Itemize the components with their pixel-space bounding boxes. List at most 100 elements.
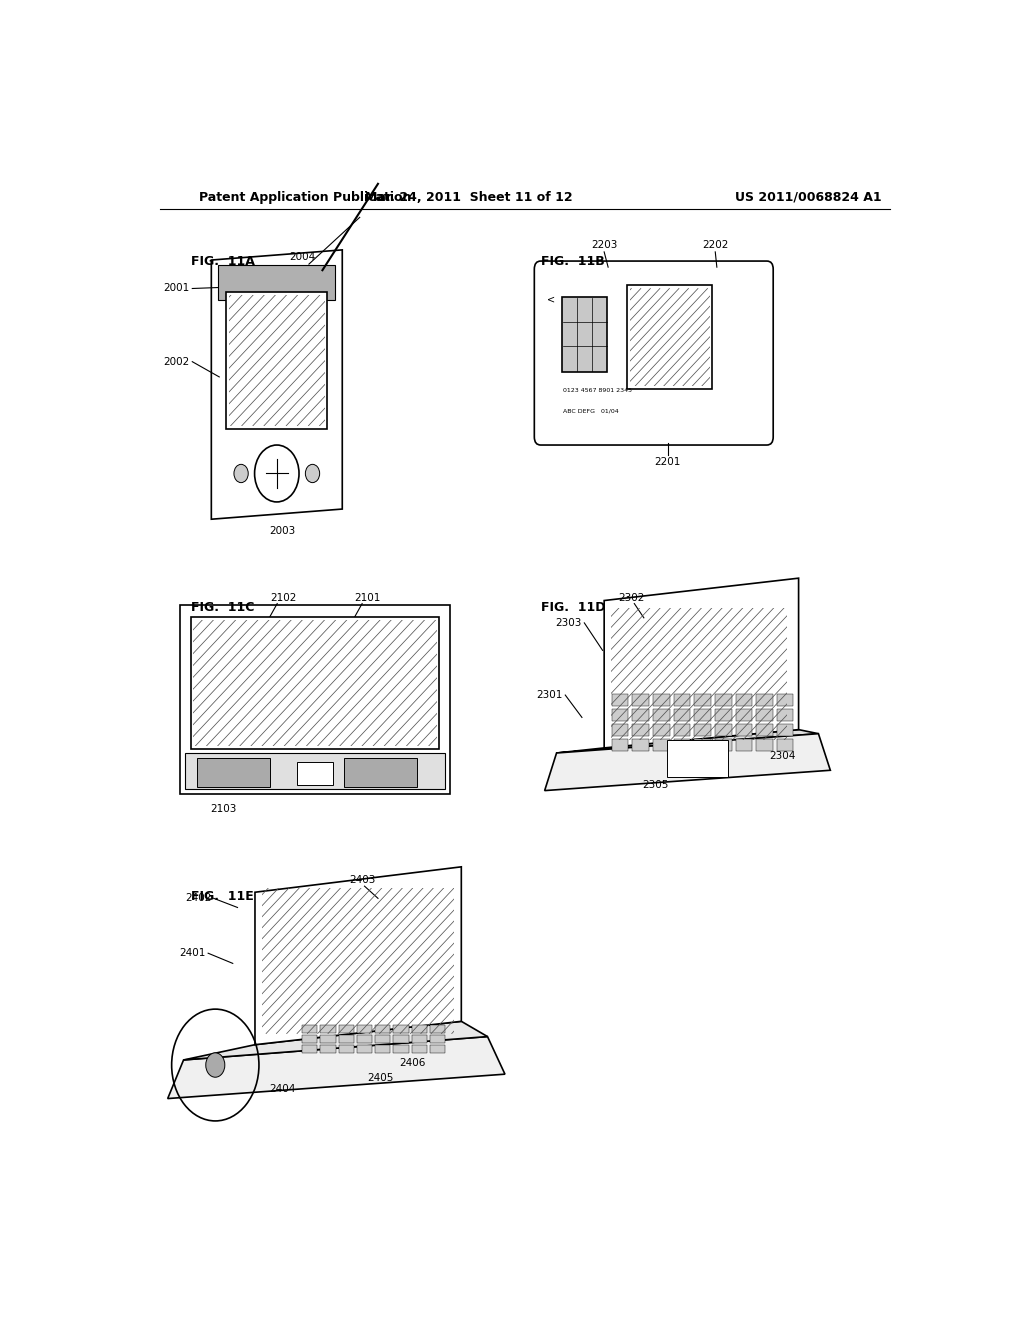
FancyBboxPatch shape: [777, 709, 794, 721]
FancyBboxPatch shape: [357, 1024, 372, 1034]
FancyBboxPatch shape: [611, 739, 629, 751]
Text: FIG.  11C: FIG. 11C: [191, 601, 255, 614]
Polygon shape: [211, 249, 342, 519]
Polygon shape: [183, 1022, 487, 1060]
FancyBboxPatch shape: [674, 739, 690, 751]
FancyBboxPatch shape: [535, 261, 773, 445]
FancyBboxPatch shape: [375, 1024, 390, 1034]
Text: 2203: 2203: [591, 240, 617, 249]
Text: 2002: 2002: [164, 356, 189, 367]
FancyBboxPatch shape: [344, 758, 417, 787]
FancyBboxPatch shape: [185, 752, 444, 788]
FancyBboxPatch shape: [430, 1045, 445, 1053]
Polygon shape: [168, 1036, 505, 1098]
FancyBboxPatch shape: [339, 1035, 353, 1043]
FancyBboxPatch shape: [633, 739, 649, 751]
FancyBboxPatch shape: [611, 725, 629, 737]
FancyBboxPatch shape: [777, 739, 794, 751]
FancyBboxPatch shape: [653, 709, 670, 721]
FancyBboxPatch shape: [715, 739, 731, 751]
FancyBboxPatch shape: [694, 739, 711, 751]
FancyBboxPatch shape: [197, 758, 270, 787]
FancyBboxPatch shape: [412, 1035, 427, 1043]
FancyBboxPatch shape: [777, 725, 794, 737]
FancyBboxPatch shape: [611, 693, 629, 706]
FancyBboxPatch shape: [393, 1024, 409, 1034]
FancyBboxPatch shape: [321, 1045, 336, 1053]
FancyBboxPatch shape: [430, 1024, 445, 1034]
FancyBboxPatch shape: [715, 725, 731, 737]
FancyBboxPatch shape: [218, 265, 335, 300]
FancyBboxPatch shape: [357, 1045, 372, 1053]
FancyBboxPatch shape: [393, 1045, 409, 1053]
Text: 2301: 2301: [537, 690, 563, 700]
FancyBboxPatch shape: [412, 1024, 427, 1034]
FancyBboxPatch shape: [430, 1035, 445, 1043]
FancyBboxPatch shape: [302, 1045, 317, 1053]
Polygon shape: [557, 730, 818, 752]
FancyBboxPatch shape: [375, 1035, 390, 1043]
FancyBboxPatch shape: [179, 605, 451, 793]
Text: 2405: 2405: [368, 1073, 393, 1084]
Text: 2304: 2304: [769, 751, 796, 762]
FancyBboxPatch shape: [674, 725, 690, 737]
FancyBboxPatch shape: [375, 1045, 390, 1053]
Text: 2406: 2406: [399, 1057, 426, 1068]
FancyBboxPatch shape: [627, 285, 712, 389]
FancyBboxPatch shape: [694, 693, 711, 706]
FancyBboxPatch shape: [393, 1035, 409, 1043]
Text: Mar. 24, 2011  Sheet 11 of 12: Mar. 24, 2011 Sheet 11 of 12: [366, 191, 573, 203]
FancyBboxPatch shape: [302, 1035, 317, 1043]
FancyBboxPatch shape: [674, 709, 690, 721]
FancyBboxPatch shape: [667, 739, 728, 777]
Text: 2004: 2004: [290, 252, 315, 263]
Text: FIG.  11E: FIG. 11E: [191, 890, 254, 903]
Text: US 2011/0068824 A1: US 2011/0068824 A1: [735, 191, 882, 203]
Circle shape: [233, 465, 248, 483]
Text: Patent Application Publication: Patent Application Publication: [200, 191, 412, 203]
FancyBboxPatch shape: [653, 739, 670, 751]
Text: 2202: 2202: [702, 240, 728, 249]
Text: 2403: 2403: [349, 875, 376, 886]
Text: 2003: 2003: [269, 527, 296, 536]
FancyBboxPatch shape: [302, 1024, 317, 1034]
Text: <: <: [547, 294, 555, 305]
FancyBboxPatch shape: [412, 1045, 427, 1053]
Text: FIG.  11A: FIG. 11A: [191, 255, 255, 268]
FancyBboxPatch shape: [321, 1035, 336, 1043]
FancyBboxPatch shape: [611, 709, 629, 721]
Text: FIG.  11B: FIG. 11B: [541, 255, 604, 268]
Text: 2102: 2102: [270, 593, 297, 602]
FancyBboxPatch shape: [633, 693, 649, 706]
FancyBboxPatch shape: [756, 725, 773, 737]
Polygon shape: [545, 734, 830, 791]
FancyBboxPatch shape: [633, 709, 649, 721]
Polygon shape: [604, 578, 799, 748]
FancyBboxPatch shape: [674, 693, 690, 706]
FancyBboxPatch shape: [756, 693, 773, 706]
Text: 2404: 2404: [269, 1084, 296, 1094]
FancyBboxPatch shape: [694, 725, 711, 737]
FancyBboxPatch shape: [226, 292, 328, 429]
FancyBboxPatch shape: [339, 1024, 353, 1034]
FancyBboxPatch shape: [357, 1035, 372, 1043]
Text: 2101: 2101: [354, 593, 381, 602]
FancyBboxPatch shape: [735, 709, 753, 721]
Text: 2103: 2103: [210, 804, 237, 814]
FancyBboxPatch shape: [777, 693, 794, 706]
FancyBboxPatch shape: [562, 297, 607, 372]
FancyBboxPatch shape: [633, 725, 649, 737]
Text: 0123 4567 8901 2345: 0123 4567 8901 2345: [563, 388, 632, 393]
FancyBboxPatch shape: [735, 739, 753, 751]
Text: 2401: 2401: [179, 948, 206, 958]
FancyBboxPatch shape: [694, 709, 711, 721]
Text: ABC DEFG   01/04: ABC DEFG 01/04: [563, 408, 618, 413]
FancyBboxPatch shape: [756, 739, 773, 751]
Text: 2201: 2201: [654, 457, 681, 467]
FancyBboxPatch shape: [735, 725, 753, 737]
Circle shape: [305, 465, 319, 483]
Text: 2402: 2402: [185, 894, 211, 903]
Text: 2302: 2302: [618, 593, 645, 602]
FancyBboxPatch shape: [190, 616, 439, 748]
FancyBboxPatch shape: [735, 693, 753, 706]
